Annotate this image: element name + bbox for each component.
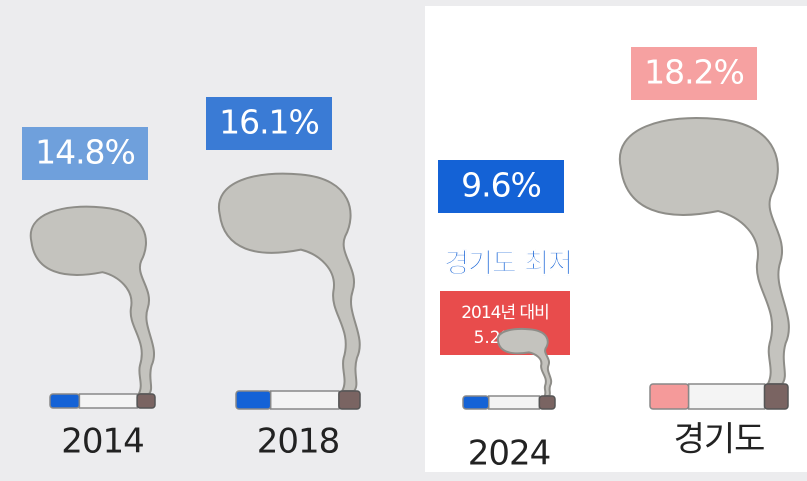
value-label: 18.2% [644,53,744,92]
smoke [620,118,789,384]
cigarette-ash [538,395,556,410]
cigarette-body [488,395,541,410]
value-label-box [22,127,148,180]
smoke [31,207,154,394]
category-label: 2024 [468,434,551,474]
smoke [498,329,551,396]
value-label-box [206,97,332,150]
cigarette-filter [49,393,81,409]
smoke-group [31,207,154,394]
cigarette-ash [136,393,156,409]
smoke-group [219,174,360,391]
value-label: 14.8% [35,133,135,172]
category-label: 경기도 [674,420,765,460]
value-label-box [438,160,564,213]
value-label: 16.1% [219,103,319,142]
annotation-change: 2014년 대비 [461,303,549,323]
cigarette-filter [235,390,272,410]
category-label: 2018 [257,422,340,462]
category-label: 2014 [61,422,144,462]
annotation-lowest: 경기도 최저 [444,249,572,280]
cigarette-body [687,383,766,410]
cigarette-body [269,390,340,410]
value-label: 9.6% [461,166,541,205]
smoke-group [620,118,789,384]
value-label-box [631,47,757,100]
cigarette-ash [763,383,789,410]
smoke [219,174,360,391]
cigarette-body [78,393,138,409]
cigarette-filter [462,395,490,410]
cigarette-ash [338,390,361,410]
smoke-group [498,329,551,396]
cigarette-filter [649,383,690,410]
